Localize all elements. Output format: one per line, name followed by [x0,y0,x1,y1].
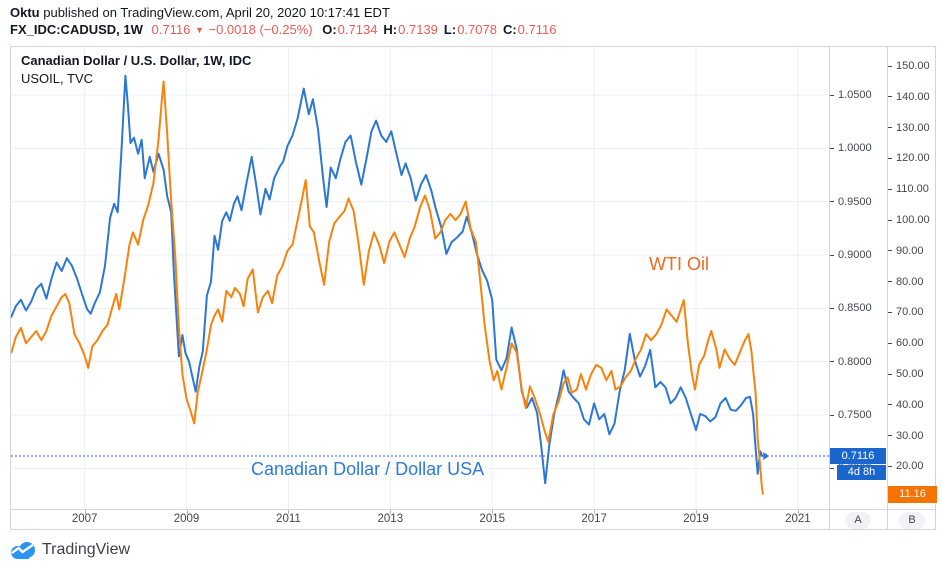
chart-legend: Canadian Dollar / U.S. Dollar, 1W, IDC U… [21,52,251,88]
y-axis-tick-label: 0.7500 [830,409,887,421]
last-price: 0.7116 [151,22,191,37]
y-axis-tick-label: 110.00 [888,183,937,195]
x-axis-tick-label: 2009 [173,513,200,525]
ohlc-values: O:0.7134 H:0.7139 L:0.7078 C:0.7116 [316,22,556,37]
tradingview-logo-text: TradingView [42,541,131,558]
x-axis-tick-mark [288,510,290,514]
y-axis-tick-label: 0.8500 [830,302,887,314]
y-axis-tick-label: 1.0500 [830,89,887,101]
y-axis-tick-label: 120.00 [888,152,937,164]
x-axis-tick-label: 2015 [479,513,506,525]
x-axis-tick-label: 2013 [377,513,404,525]
price-change: −0.0018 (−0.25%) [208,22,313,37]
axis-b-button[interactable]: B [899,512,925,529]
y-axis-tick-label: 80.00 [888,276,937,288]
x-axis-tick-label: 2007 [71,513,98,525]
ohlc-value: 0.7116 [517,22,557,37]
x-axis-tick-mark [492,510,494,514]
y-axis-tick-label: 100.00 [888,214,937,226]
y-axis-tick-label: 0.9000 [830,249,887,261]
x-axis-tick-label: 2017 [581,513,607,525]
axis-separator [829,47,830,529]
y-axis-tick-label: 60.00 [888,337,937,349]
x-axis-tick-label: 2021 [785,513,811,525]
symbol-status-row: FX_IDC:CADUSD, 1W 0.7116 ▼ −0.0018 (−0.2… [10,22,556,37]
y-axis-tick-label: 40.00 [888,399,937,411]
author-name: Oktu [10,5,40,20]
wti-oil-annotation: WTI Oil [649,254,709,274]
x-axis-tick-mark [696,510,698,514]
byline: Oktu published on TradingView.com, April… [10,5,390,20]
ohlc-value: 0.7139 [398,22,438,37]
cad-price-badge: 0.7116 [830,447,886,464]
chart-widget: Canadian Dollar / U.S. Dollar, 1W, IDC U… [10,46,937,530]
ohlc-label: O: [322,22,337,37]
y-axis-tick-label: 0.8000 [830,356,887,368]
bar-countdown-badge: 4d 8h [837,464,886,480]
y-axis-tick-label: 130.00 [888,122,937,134]
y-axis-tick-label: 150.00 [888,60,937,72]
y-axis-tick-label: 20.00 [888,460,937,472]
y-axis-tick-label: 0.9500 [830,196,887,208]
legend-main-series: Canadian Dollar / U.S. Dollar, 1W, IDC [21,53,252,68]
y-axis-tick-label: 70.00 [888,306,937,318]
y-axis-tick-label: 50.00 [888,368,937,380]
ohlc-label: C: [502,22,517,37]
x-axis-tick-mark [390,510,392,514]
ohlc-label: L: [443,22,457,37]
price-axis-b[interactable]: 150.00 140.00 130.00 120.00 110.00 100.00 90.0… [888,47,937,509]
x-axis-tick-label: 2019 [683,513,709,525]
legend-overlay-series: USOIL, TVC [21,71,94,86]
symbol-name: FX_IDC:CADUSD, 1W [10,22,143,37]
y-axis-tick-label: 1.0000 [830,142,887,154]
y-axis-tick-label: 90.00 [888,245,937,257]
time-axis[interactable]: A B 2007 2009 2011 2013 2015 2017 2019 2021 [11,510,935,530]
axis-a-button[interactable]: A [845,512,871,529]
x-axis-tick-mark [594,510,596,514]
oil-price-badge: 11.16 [888,485,937,503]
ohlc-label: H: [383,22,398,37]
series-cadusd-line [11,74,764,485]
down-triangle-icon: ▼ [194,25,204,35]
tradingview-logo[interactable]: TradingView [8,539,130,561]
price-arrow-icon [763,451,770,460]
y-axis-tick-label: 30.00 [888,430,937,442]
byline-text: published on TradingView.com, April 20, … [39,5,390,20]
x-axis-tick-mark [84,510,86,514]
axis-separator [887,47,888,529]
y-axis-tick-label: 140.00 [888,91,937,103]
cad-annotation: Canadian Dollar / Dollar USA [251,459,485,479]
x-axis-tick-mark [186,510,188,514]
tradingview-cloud-icon [11,542,35,559]
x-axis-tick-label: 2011 [276,513,301,525]
ohlc-value: 0.7134 [337,22,378,37]
x-axis-tick-mark [797,510,799,514]
chart-canvas [11,47,829,509]
price-axis-a[interactable]: 1.0500 1.0000 0.9500 0.9000 0.8500 0.8000 0.75… [830,47,887,509]
chart-plot-area[interactable]: Canadian Dollar / U.S. Dollar, 1W, IDC U… [11,47,829,509]
time-axis-separator [11,509,935,510]
ohlc-value: 0.7078 [457,22,497,37]
series-usoil-line [11,80,764,495]
